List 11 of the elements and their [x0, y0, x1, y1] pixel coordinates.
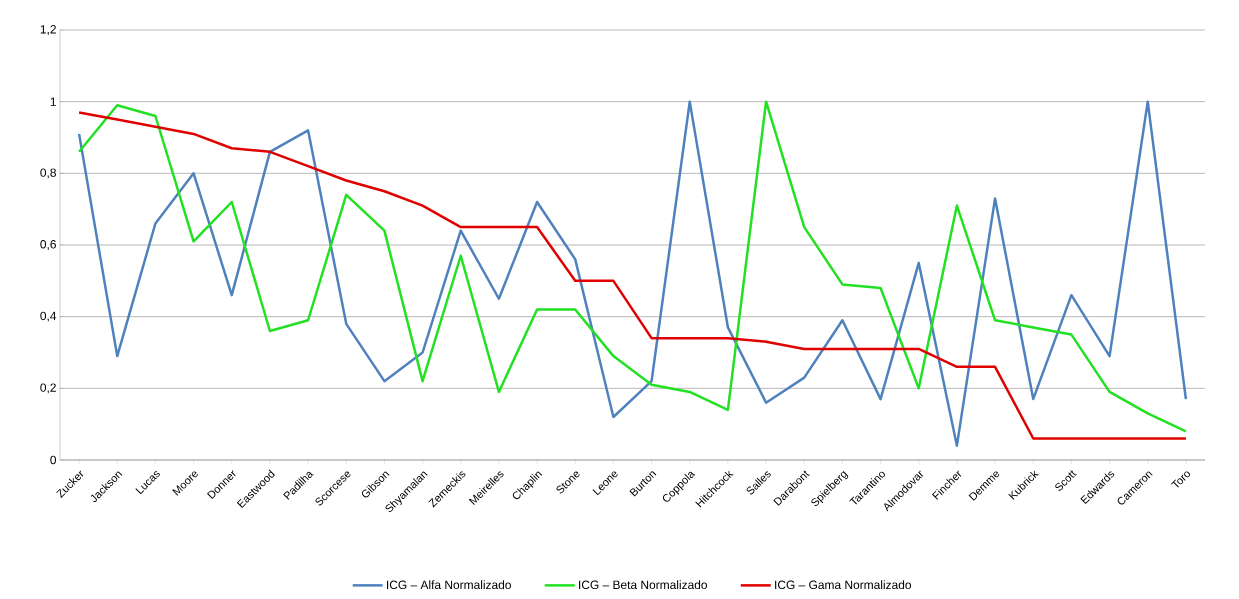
y-tick-label: 1,2	[40, 25, 56, 35]
y-tick-label: 0,6	[40, 240, 56, 250]
x-tick-label: Toro	[1171, 471, 1190, 488]
legend-label: ICG – Alfa Normalizado	[387, 580, 511, 590]
legend-label: ICG – Beta Normalizado	[579, 580, 708, 590]
y-tick-label: 1	[50, 97, 56, 106]
y-tick-label: 0,2	[40, 383, 56, 394]
y-tick-label: 0,8	[40, 168, 56, 179]
y-tick-label: 0	[50, 455, 57, 465]
legend-label: ICG – Gama Normalizado	[775, 580, 912, 590]
y-tick-label: 0,4	[40, 311, 57, 322]
